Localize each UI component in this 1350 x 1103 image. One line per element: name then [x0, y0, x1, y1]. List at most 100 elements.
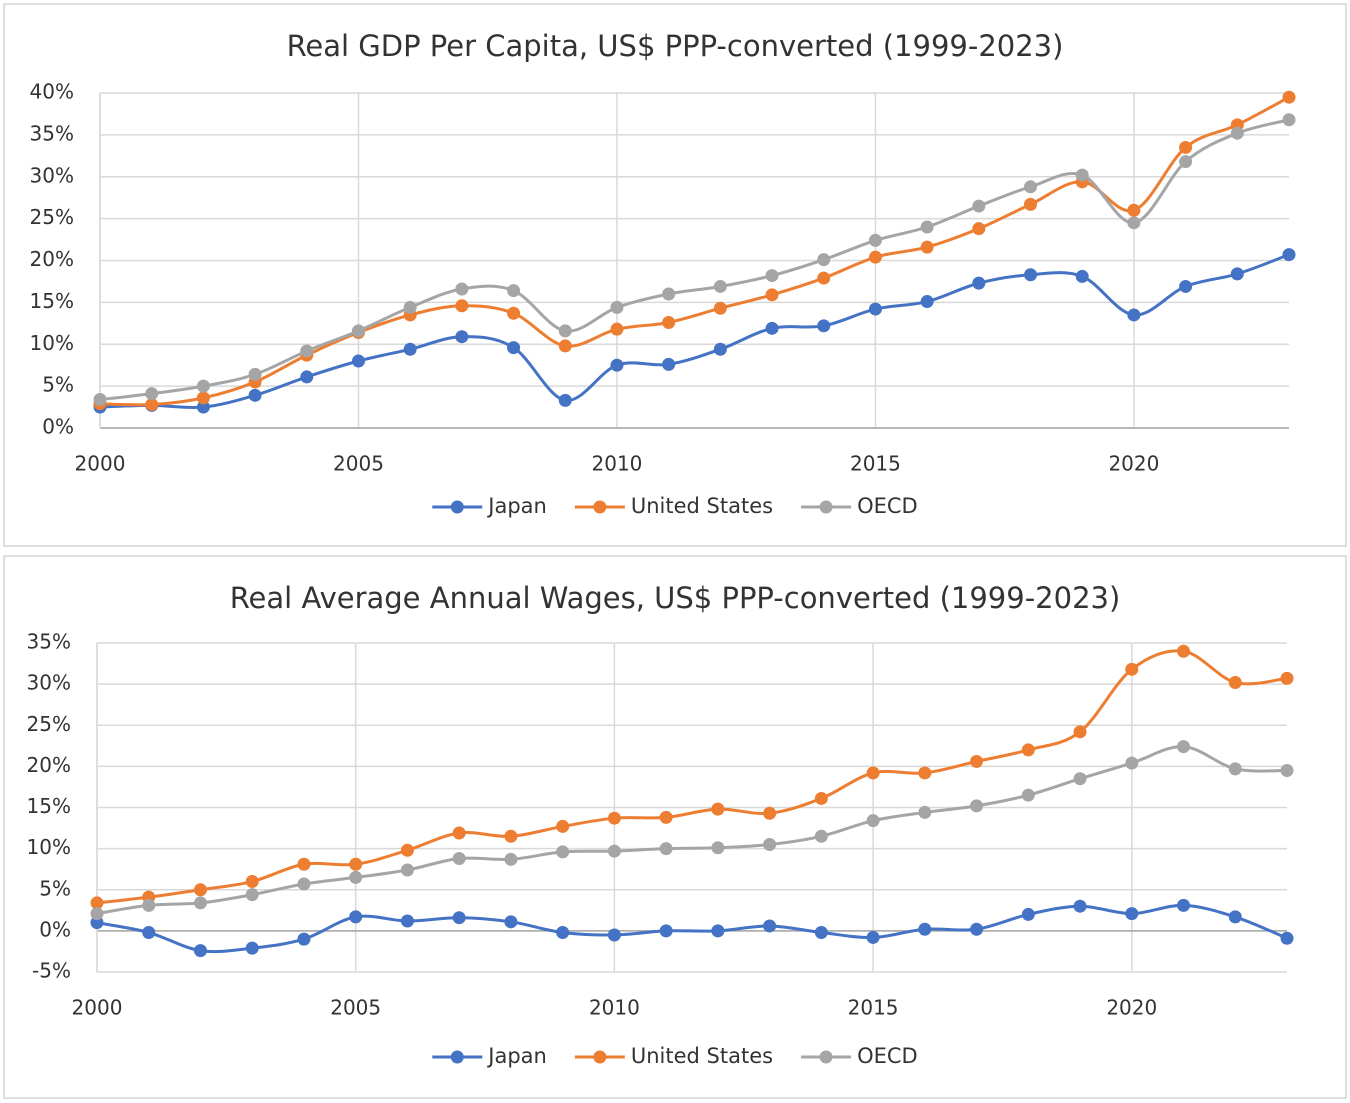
data-point — [351, 324, 365, 338]
legend-marker — [450, 1050, 464, 1064]
data-point — [972, 276, 986, 290]
data-point — [817, 271, 831, 285]
legend-marker — [819, 500, 833, 514]
data-point — [763, 806, 777, 820]
x-tick-label: 2010 — [589, 996, 640, 1020]
data-point — [659, 842, 673, 856]
data-point — [507, 341, 521, 355]
data-point — [918, 766, 932, 780]
data-point — [1021, 743, 1035, 757]
data-point — [245, 941, 259, 955]
x-tick-label: 2020 — [1106, 996, 1157, 1020]
data-point — [1177, 898, 1191, 912]
y-tick-label: 15% — [30, 289, 74, 313]
data-point — [1073, 899, 1087, 913]
data-point — [920, 295, 934, 309]
data-point — [504, 915, 518, 929]
data-point — [659, 924, 673, 938]
data-point — [868, 302, 882, 316]
data-point — [300, 370, 314, 384]
data-point — [972, 222, 986, 236]
y-tick-label: 30% — [27, 671, 71, 695]
data-point — [1280, 671, 1294, 685]
data-point — [1230, 267, 1244, 281]
y-tick-label: 30% — [30, 163, 74, 187]
y-tick-label: 20% — [27, 753, 71, 777]
data-point — [248, 388, 262, 402]
data-point — [765, 288, 779, 302]
data-point — [1228, 675, 1242, 689]
data-point — [920, 240, 934, 254]
data-point — [351, 354, 365, 368]
data-point — [196, 391, 210, 405]
data-point — [558, 324, 572, 338]
x-tick-label: 2000 — [75, 452, 126, 476]
data-point — [452, 826, 466, 840]
data-point — [866, 814, 880, 828]
data-point — [1024, 180, 1038, 194]
data-point — [610, 358, 624, 372]
data-point — [455, 282, 469, 296]
data-point — [610, 300, 624, 314]
data-point — [556, 926, 570, 940]
data-point — [193, 944, 207, 958]
y-tick-label: 0% — [39, 917, 71, 941]
data-point — [1127, 203, 1141, 217]
data-point — [349, 910, 363, 924]
data-point — [817, 319, 831, 333]
data-point — [1125, 662, 1139, 676]
data-point — [1282, 90, 1296, 104]
data-point — [765, 321, 779, 335]
data-point — [300, 344, 314, 358]
data-point — [970, 754, 984, 768]
data-point — [1179, 140, 1193, 154]
data-point — [662, 287, 676, 301]
data-point — [765, 269, 779, 283]
data-point — [970, 799, 984, 813]
data-point — [90, 896, 104, 910]
data-point — [145, 398, 159, 412]
chart-title: Real GDP Per Capita, US$ PPP-converted (… — [287, 29, 1064, 63]
data-point — [711, 924, 725, 938]
data-point — [659, 810, 673, 824]
data-point — [1024, 197, 1038, 211]
data-point — [400, 843, 414, 857]
data-point — [193, 896, 207, 910]
data-point — [507, 284, 521, 298]
data-point — [866, 930, 880, 944]
data-point — [1177, 740, 1191, 754]
legend-label: OECD — [857, 494, 918, 518]
data-point — [245, 875, 259, 889]
legend-label: OECD — [857, 1044, 918, 1068]
data-point — [713, 279, 727, 293]
data-point — [196, 400, 210, 414]
x-tick-label: 2005 — [333, 452, 384, 476]
data-point — [297, 932, 311, 946]
legend-label: United States — [631, 494, 773, 518]
data-point — [920, 220, 934, 234]
data-point — [1179, 279, 1193, 293]
legend-marker — [593, 500, 607, 514]
panel-border — [3, 3, 1347, 547]
data-point — [245, 888, 259, 902]
y-tick-label: 10% — [30, 331, 74, 355]
legend-marker — [593, 1050, 607, 1064]
data-point — [607, 844, 621, 858]
data-point — [1125, 907, 1139, 921]
data-point — [558, 393, 572, 407]
data-point — [297, 857, 311, 871]
data-point — [1075, 269, 1089, 283]
data-point — [814, 829, 828, 843]
data-point — [662, 315, 676, 329]
data-point — [814, 791, 828, 805]
y-tick-label: 20% — [30, 247, 74, 271]
data-point — [711, 841, 725, 855]
data-point — [1021, 788, 1035, 802]
data-point — [1228, 910, 1242, 924]
data-point — [711, 802, 725, 816]
legend-label: Japan — [486, 1044, 547, 1068]
data-point — [918, 805, 932, 819]
data-point — [1280, 931, 1294, 945]
x-tick-label: 2005 — [330, 996, 381, 1020]
